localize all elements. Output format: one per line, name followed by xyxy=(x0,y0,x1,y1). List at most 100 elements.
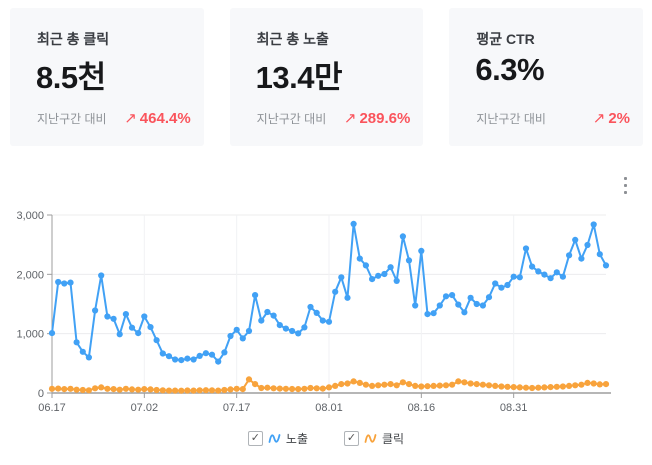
data-point[interactable] xyxy=(356,255,363,262)
data-point[interactable] xyxy=(455,378,462,385)
data-point[interactable] xyxy=(190,387,197,394)
data-point[interactable] xyxy=(159,350,166,357)
data-point[interactable] xyxy=(529,263,536,270)
data-point[interactable] xyxy=(590,380,597,387)
data-point[interactable] xyxy=(375,382,382,389)
data-point[interactable] xyxy=(566,382,573,389)
data-point[interactable] xyxy=(578,255,585,262)
data-point[interactable] xyxy=(584,379,591,386)
data-point[interactable] xyxy=(202,350,209,357)
data-point[interactable] xyxy=(442,293,450,300)
data-point[interactable] xyxy=(104,313,111,320)
data-point[interactable] xyxy=(153,386,160,394)
data-point[interactable] xyxy=(289,385,296,393)
data-point[interactable] xyxy=(264,308,271,316)
data-point[interactable] xyxy=(239,386,246,393)
data-point[interactable] xyxy=(178,387,185,394)
data-point[interactable] xyxy=(208,351,216,358)
data-point[interactable] xyxy=(202,387,209,394)
data-point[interactable] xyxy=(510,384,517,391)
legend-item-impressions[interactable]: ✓ 노출 xyxy=(247,430,308,447)
data-point[interactable] xyxy=(289,327,296,335)
data-point[interactable] xyxy=(104,385,111,392)
data-point[interactable] xyxy=(245,376,253,383)
data-point[interactable] xyxy=(61,280,68,287)
data-point[interactable] xyxy=(418,247,425,254)
data-point[interactable] xyxy=(381,381,388,388)
data-point[interactable] xyxy=(479,302,486,309)
data-point[interactable] xyxy=(541,384,548,391)
data-point[interactable] xyxy=(159,387,166,394)
data-point[interactable] xyxy=(307,384,314,392)
data-point[interactable] xyxy=(116,331,123,338)
data-point[interactable] xyxy=(535,384,542,391)
data-point[interactable] xyxy=(602,262,610,269)
data-point[interactable] xyxy=(252,292,259,299)
data-point[interactable] xyxy=(344,380,351,387)
data-point[interactable] xyxy=(412,382,419,389)
data-point[interactable] xyxy=(110,386,117,393)
data-point[interactable] xyxy=(196,352,203,359)
data-point[interactable] xyxy=(522,384,530,391)
data-point[interactable] xyxy=(350,220,357,227)
data-point[interactable] xyxy=(535,268,542,275)
data-point[interactable] xyxy=(504,281,511,289)
data-point[interactable] xyxy=(596,381,603,388)
data-point[interactable] xyxy=(172,387,179,394)
data-point[interactable] xyxy=(492,382,499,389)
data-point[interactable] xyxy=(258,384,265,392)
data-point[interactable] xyxy=(356,379,363,386)
data-point[interactable] xyxy=(233,326,240,333)
data-point[interactable] xyxy=(529,384,536,392)
data-point[interactable] xyxy=(578,381,585,388)
data-point[interactable] xyxy=(128,324,136,331)
data-point[interactable] xyxy=(449,292,456,299)
data-point[interactable] xyxy=(442,382,450,389)
data-point[interactable] xyxy=(73,339,80,346)
data-point[interactable] xyxy=(325,318,333,325)
data-point[interactable] xyxy=(436,302,443,309)
data-point[interactable] xyxy=(516,384,523,391)
data-point[interactable] xyxy=(399,379,406,386)
data-point[interactable] xyxy=(405,381,413,388)
data-point[interactable] xyxy=(215,387,222,394)
data-point[interactable] xyxy=(461,309,468,316)
data-point[interactable] xyxy=(553,269,560,276)
series-클릭[interactable] xyxy=(48,376,610,394)
data-point[interactable] xyxy=(252,381,259,388)
data-point[interactable] xyxy=(184,355,191,362)
data-point[interactable] xyxy=(381,270,388,278)
data-point[interactable] xyxy=(282,325,289,332)
data-point[interactable] xyxy=(208,387,216,394)
data-point[interactable] xyxy=(79,348,86,355)
data-point[interactable] xyxy=(522,245,530,252)
data-point[interactable] xyxy=(55,278,62,286)
data-point[interactable] xyxy=(596,251,603,258)
data-point[interactable] xyxy=(178,357,185,364)
clicks-checkbox[interactable]: ✓ xyxy=(344,431,359,446)
data-point[interactable] xyxy=(141,313,148,320)
data-point[interactable] xyxy=(430,382,437,389)
data-point[interactable] xyxy=(498,284,505,291)
data-point[interactable] xyxy=(485,294,493,301)
data-point[interactable] xyxy=(344,294,351,301)
data-point[interactable] xyxy=(221,349,228,356)
data-point[interactable] xyxy=(369,276,376,283)
data-point[interactable] xyxy=(516,274,523,281)
data-point[interactable] xyxy=(325,384,333,391)
data-point[interactable] xyxy=(418,383,425,390)
data-point[interactable] xyxy=(553,383,560,390)
data-point[interactable] xyxy=(467,294,474,301)
data-point[interactable] xyxy=(387,381,394,388)
data-point[interactable] xyxy=(301,385,308,392)
data-point[interactable] xyxy=(338,381,345,388)
data-point[interactable] xyxy=(227,386,234,393)
data-point[interactable] xyxy=(48,385,56,392)
data-point[interactable] xyxy=(233,385,240,392)
chart-options-kebab-menu-icon[interactable] xyxy=(612,172,638,198)
data-point[interactable] xyxy=(430,310,437,317)
data-point[interactable] xyxy=(85,354,92,361)
data-point[interactable] xyxy=(184,387,191,394)
impressions-checkbox[interactable]: ✓ xyxy=(247,431,263,446)
data-point[interactable] xyxy=(239,335,246,342)
